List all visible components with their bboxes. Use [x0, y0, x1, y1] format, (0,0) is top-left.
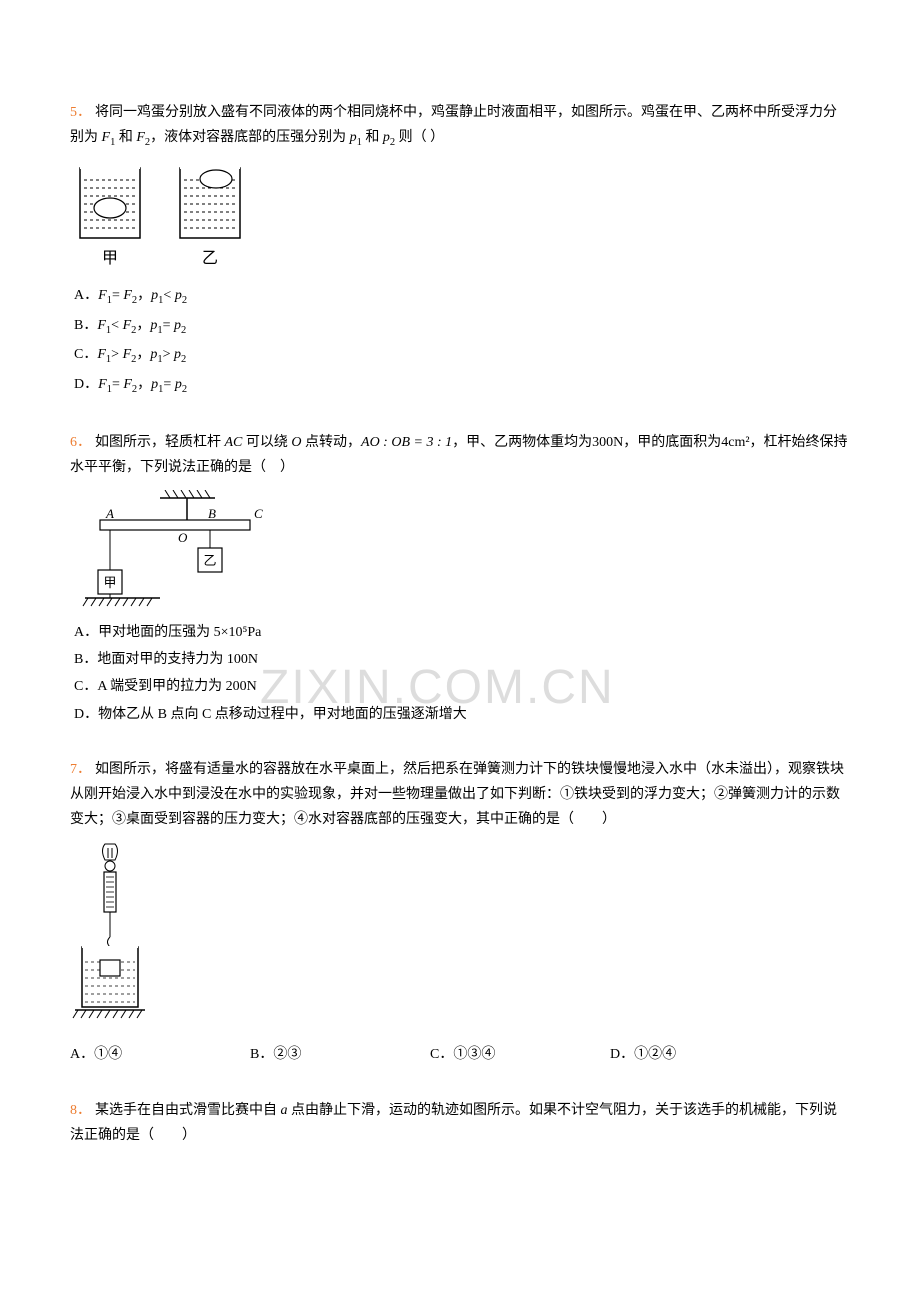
q6-option-d: D．物体乙从 B 点向 C 点移动过程中，甲对地面的压强逐渐增大 — [70, 702, 850, 727]
question-6: 6．如图所示，轻质杠杆 AC 可以绕 O 点转动，AO : OB = 3 : 1… — [70, 430, 850, 727]
q6-prompt: 6．如图所示，轻质杠杆 AC 可以绕 O 点转动，AO : OB = 3 : 1… — [70, 430, 850, 480]
q5-prompt: 5．将同一鸡蛋分别放入盛有不同液体的两个相同烧杯中，鸡蛋静止时液面相平，如图所示… — [70, 100, 850, 153]
q8-prompt: 8．某选手在自由式滑雪比赛中自 a 点由静止下滑，运动的轨迹如图所示。如果不计空… — [70, 1098, 850, 1148]
q7-prompt: 7．如图所示，将盛有适量水的容器放在水平桌面上，然后把系在弹簧测力计下的铁块慢慢… — [70, 757, 850, 833]
q5-option-d: D．F1= F2，p1= p2 — [70, 372, 850, 400]
q5-options: A．F1= F2，p1< p2 B．F1< F2，p1= p2 C．F1> F2… — [70, 283, 850, 400]
q7-option-b: B．②③ — [250, 1042, 430, 1067]
q7-number: 7． — [70, 762, 91, 777]
q7-figure — [70, 842, 850, 1032]
question-7: 7．如图所示，将盛有适量水的容器放在水平桌面上，然后把系在弹簧测力计下的铁块慢慢… — [70, 757, 850, 1068]
svg-text:O: O — [178, 530, 188, 545]
svg-text:C: C — [254, 506, 263, 521]
lever-diagram-icon: A B C O 甲 乙 — [70, 490, 270, 610]
svg-text:乙: 乙 — [202, 250, 218, 267]
svg-text:甲: 甲 — [102, 250, 118, 267]
spring-scale-diagram-icon — [70, 842, 160, 1032]
svg-text:甲: 甲 — [103, 575, 116, 590]
q6-figure: A B C O 甲 乙 — [70, 490, 850, 610]
q6-option-c: C．A 端受到甲的拉力为 200N — [70, 674, 850, 699]
q5-number: 5． — [70, 105, 91, 120]
svg-text:乙: 乙 — [203, 553, 216, 568]
svg-text:A: A — [105, 506, 114, 521]
beaker-diagram-icon: 甲 乙 — [70, 163, 270, 273]
q5-option-b: B．F1< F2，p1= p2 — [70, 313, 850, 341]
q7-option-a: A．①④ — [70, 1042, 250, 1067]
q7-option-c: C．①③④ — [430, 1042, 610, 1067]
q7-options: A．①④ B．②③ C．①③④ D．①②④ — [70, 1042, 850, 1067]
question-5: 5．将同一鸡蛋分别放入盛有不同液体的两个相同烧杯中，鸡蛋静止时液面相平，如图所示… — [70, 100, 850, 400]
q5-option-c: C．F1> F2，p1> p2 — [70, 342, 850, 370]
q6-number: 6． — [70, 435, 91, 450]
q7-option-d: D．①②④ — [610, 1042, 790, 1067]
q6-option-b: B．地面对甲的支持力为 100N — [70, 647, 850, 672]
q6-option-a: A．甲对地面的压强为 5×10⁵Pa — [70, 620, 850, 645]
q6-options: A．甲对地面的压强为 5×10⁵Pa B．地面对甲的支持力为 100N C．A … — [70, 620, 850, 727]
q8-number: 8． — [70, 1103, 91, 1118]
svg-text:B: B — [208, 506, 216, 521]
q5-figure: 甲 乙 — [70, 163, 850, 273]
question-8: 8．某选手在自由式滑雪比赛中自 a 点由静止下滑，运动的轨迹如图所示。如果不计空… — [70, 1098, 850, 1148]
q5-option-a: A．F1= F2，p1< p2 — [70, 283, 850, 311]
